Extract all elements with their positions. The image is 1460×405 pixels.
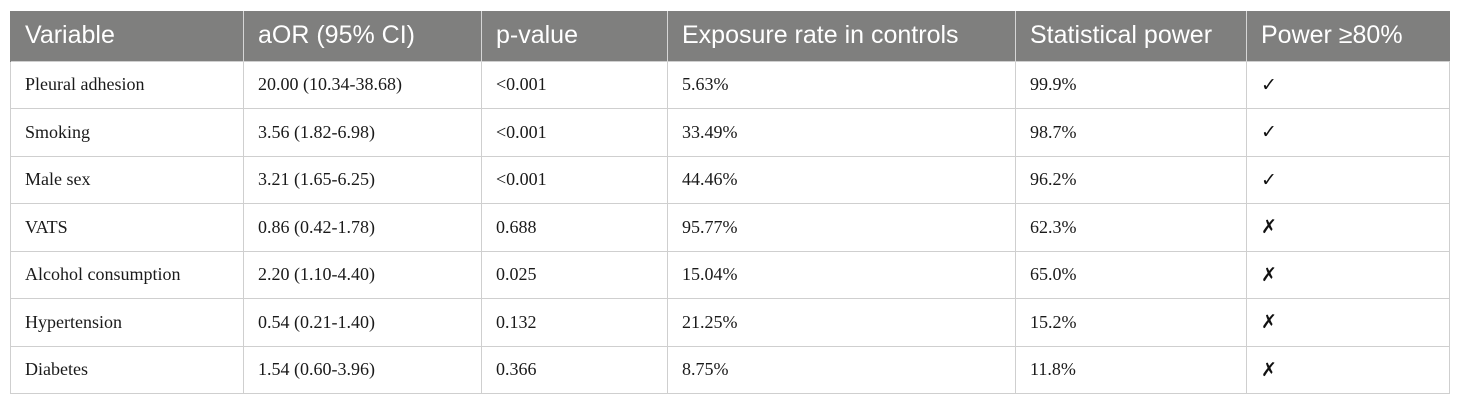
cross-mark-icon: ✗ (1261, 358, 1277, 381)
cell-exposure-rate: 15.04% (667, 250, 1016, 299)
check-mark-icon: ✓ (1261, 168, 1277, 191)
cell-statistical-power: 96.2% (1015, 155, 1247, 204)
cell-p-value: <0.001 (481, 60, 668, 109)
cell-exposure-rate: 21.25% (667, 298, 1016, 347)
cell-power-80: ✗ (1246, 345, 1450, 394)
cell-statistical-power: 98.7% (1015, 108, 1247, 157)
power-analysis-table-container: Variable aOR (95% CI) p-value Exposure r… (10, 11, 1450, 394)
header-variable: Variable (10, 11, 244, 61)
header-power-80: Power ≥80% (1246, 11, 1450, 61)
cell-p-value: 0.688 (481, 203, 668, 252)
cell-exposure-rate: 33.49% (667, 108, 1016, 157)
power-analysis-table: Variable aOR (95% CI) p-value Exposure r… (10, 11, 1450, 394)
table-row: Alcohol consumption 2.20 (1.10-4.40) 0.0… (10, 250, 1450, 299)
cell-aor: 3.56 (1.82-6.98) (243, 108, 482, 157)
table-header-row: Variable aOR (95% CI) p-value Exposure r… (10, 11, 1450, 61)
cell-statistical-power: 62.3% (1015, 203, 1247, 252)
cross-mark-icon: ✗ (1261, 311, 1277, 334)
table-row: Male sex 3.21 (1.65-6.25) <0.001 44.46% … (10, 155, 1450, 204)
cell-statistical-power: 99.9% (1015, 60, 1247, 109)
cell-statistical-power: 65.0% (1015, 250, 1247, 299)
cell-power-80: ✓ (1246, 60, 1450, 109)
cell-power-80: ✗ (1246, 250, 1450, 299)
cell-variable: Pleural adhesion (10, 60, 244, 109)
cell-aor: 20.00 (10.34-38.68) (243, 60, 482, 109)
check-mark-icon: ✓ (1261, 121, 1277, 144)
cell-variable: VATS (10, 203, 244, 252)
check-mark-icon: ✓ (1261, 73, 1277, 96)
cross-mark-icon: ✗ (1261, 263, 1277, 286)
cell-exposure-rate: 95.77% (667, 203, 1016, 252)
table-row: Hypertension 0.54 (0.21-1.40) 0.132 21.2… (10, 298, 1450, 347)
cell-power-80: ✓ (1246, 155, 1450, 204)
cell-variable: Diabetes (10, 345, 244, 394)
cell-variable: Smoking (10, 108, 244, 157)
cell-exposure-rate: 5.63% (667, 60, 1016, 109)
table-row: VATS 0.86 (0.42-1.78) 0.688 95.77% 62.3%… (10, 203, 1450, 252)
cell-aor: 0.86 (0.42-1.78) (243, 203, 482, 252)
cell-p-value: 0.366 (481, 345, 668, 394)
header-aor: aOR (95% CI) (243, 11, 482, 61)
table-row: Pleural adhesion 20.00 (10.34-38.68) <0.… (10, 60, 1450, 109)
cell-variable: Alcohol consumption (10, 250, 244, 299)
cell-aor: 2.20 (1.10-4.40) (243, 250, 482, 299)
cross-mark-icon: ✗ (1261, 216, 1277, 239)
cell-p-value: 0.132 (481, 298, 668, 347)
cell-statistical-power: 15.2% (1015, 298, 1247, 347)
cell-p-value: <0.001 (481, 108, 668, 157)
cell-power-80: ✗ (1246, 203, 1450, 252)
cell-statistical-power: 11.8% (1015, 345, 1247, 394)
cell-aor: 1.54 (0.60-3.96) (243, 345, 482, 394)
cell-p-value: <0.001 (481, 155, 668, 204)
cell-exposure-rate: 44.46% (667, 155, 1016, 204)
cell-aor: 0.54 (0.21-1.40) (243, 298, 482, 347)
table-row: Smoking 3.56 (1.82-6.98) <0.001 33.49% 9… (10, 108, 1450, 157)
cell-p-value: 0.025 (481, 250, 668, 299)
table-row: Diabetes 1.54 (0.60-3.96) 0.366 8.75% 11… (10, 345, 1450, 394)
header-statistical-power: Statistical power (1015, 11, 1247, 61)
cell-power-80: ✗ (1246, 298, 1450, 347)
header-p-value: p-value (481, 11, 668, 61)
cell-exposure-rate: 8.75% (667, 345, 1016, 394)
cell-variable: Hypertension (10, 298, 244, 347)
cell-aor: 3.21 (1.65-6.25) (243, 155, 482, 204)
cell-variable: Male sex (10, 155, 244, 204)
header-exposure-rate: Exposure rate in controls (667, 11, 1016, 61)
cell-power-80: ✓ (1246, 108, 1450, 157)
